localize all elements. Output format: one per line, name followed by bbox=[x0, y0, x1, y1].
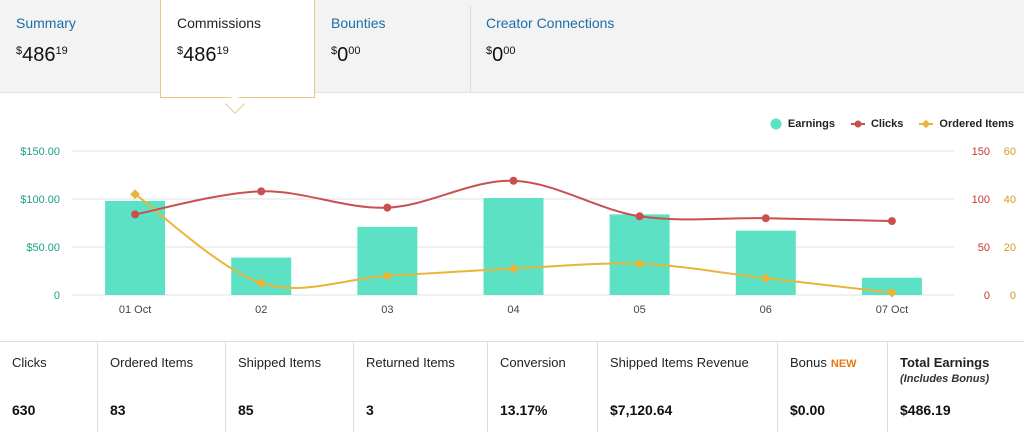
earnings-bar bbox=[483, 198, 544, 295]
legend-clicks[interactable]: Clicks bbox=[850, 118, 904, 130]
earnings-bar bbox=[357, 226, 418, 295]
tab-summary[interactable]: Summary $48619 bbox=[0, 0, 160, 93]
left-axis-tick: $50.00 bbox=[26, 242, 60, 254]
x-axis-tick: 01 Oct bbox=[119, 304, 151, 316]
metric-bonus-label-row: Bonus NEW bbox=[790, 355, 857, 370]
earnings-bar bbox=[609, 214, 670, 295]
tab-creator-connections-label: Creator Connections bbox=[486, 15, 615, 31]
clicks-point bbox=[509, 176, 518, 185]
right-axis-tick: 0 bbox=[984, 290, 990, 302]
left-axis-tick: $100.00 bbox=[20, 194, 60, 206]
right-axis-tick-ordered: 0 bbox=[1010, 290, 1016, 302]
tab-commissions-label: Commissions bbox=[177, 15, 262, 31]
left-axis-tick: 0 bbox=[54, 290, 60, 302]
metric-clicks-value: 630 bbox=[12, 402, 36, 418]
right-axis-tick-ordered: 20 bbox=[1004, 242, 1016, 254]
clicks-point bbox=[131, 210, 140, 219]
clicks-point bbox=[635, 212, 644, 221]
tab-bounties-label: Bounties bbox=[331, 15, 386, 31]
clicks-point bbox=[887, 217, 896, 226]
metric-bonus-label: Bonus bbox=[790, 355, 827, 370]
right-axis-tick: 100 bbox=[972, 194, 990, 206]
metric-total-earnings-sub: (Includes Bonus) bbox=[900, 373, 990, 385]
tab-commissions-amount: $48619 bbox=[177, 44, 229, 66]
x-axis-tick: 06 bbox=[760, 304, 772, 316]
metrics-summary: Clicks 630 Ordered Items 83 Shipped Item… bbox=[0, 341, 1024, 432]
metric-total-earnings-label-block: Total Earnings (Includes Bonus) bbox=[900, 355, 989, 385]
metric-shipped-items: Shipped Items 85 bbox=[226, 342, 354, 432]
metric-total-earnings-value: $486.19 bbox=[900, 402, 951, 418]
right-axis-tick-ordered: 40 bbox=[1004, 194, 1016, 206]
tab-commissions[interactable]: Commissions $48619 bbox=[160, 0, 315, 98]
legend-earnings-swatch bbox=[770, 118, 782, 130]
earnings-bar bbox=[735, 230, 796, 295]
tab-summary-amount: $48619 bbox=[16, 44, 68, 66]
legend-ordered-items[interactable]: Ordered Items bbox=[919, 118, 1014, 130]
metric-conversion-label: Conversion bbox=[500, 355, 566, 370]
metric-shipped-revenue: Shipped Items Revenue $7,120.64 bbox=[598, 342, 778, 432]
legend-earnings-label: Earnings bbox=[787, 118, 835, 130]
legend-ordered-swatch bbox=[919, 119, 934, 129]
metric-conversion-value: 13.17% bbox=[500, 402, 548, 418]
chart-legend: Earnings Clicks Ordered Items bbox=[770, 118, 1014, 130]
metric-bonus: Bonus NEW $0.00 bbox=[778, 342, 888, 432]
clicks-point bbox=[761, 214, 770, 223]
earnings-chart: 0 0 0 $50.00 50 20 $100.00 100 40 $150.00 150 60 01 … bbox=[20, 146, 1016, 316]
metric-ordered-items: Ordered Items 83 bbox=[98, 342, 226, 432]
ordered-items-point bbox=[130, 189, 141, 200]
metric-shipped-revenue-label: Shipped Items Revenue bbox=[610, 355, 749, 370]
clicks-point bbox=[257, 187, 266, 196]
metric-returned-items: Returned Items 3 bbox=[354, 342, 488, 432]
metric-ordered-items-label: Ordered Items bbox=[110, 355, 194, 370]
tab-creator-connections[interactable]: Creator Connections $000 bbox=[470, 0, 670, 93]
x-axis-tick: 04 bbox=[507, 304, 519, 316]
metric-returned-items-label: Returned Items bbox=[366, 355, 455, 370]
earnings-bar bbox=[231, 257, 292, 295]
metric-total-earnings: Total Earnings (Includes Bonus) $486.19 bbox=[888, 342, 1024, 432]
x-axis-tick: 07 Oct bbox=[876, 304, 908, 316]
right-axis-tick: 150 bbox=[972, 146, 990, 158]
ordered-items-point bbox=[382, 270, 393, 281]
metric-shipped-items-label: Shipped Items bbox=[238, 355, 322, 370]
ordered-items-point bbox=[886, 287, 897, 298]
ordered-items-point bbox=[760, 273, 771, 284]
metric-clicks-label: Clicks bbox=[12, 355, 47, 370]
metric-returned-items-value: 3 bbox=[366, 402, 374, 418]
metric-conversion: Conversion 13.17% bbox=[488, 342, 598, 432]
metric-clicks: Clicks 630 bbox=[0, 342, 98, 432]
legend-ordered-label: Ordered Items bbox=[939, 118, 1014, 130]
x-axis-tick: 03 bbox=[381, 304, 393, 316]
metric-bonus-value: $0.00 bbox=[790, 402, 826, 418]
metric-shipped-revenue-value: $7,120.64 bbox=[610, 402, 673, 418]
x-axis-tick: 05 bbox=[634, 304, 646, 316]
legend-clicks-swatch bbox=[850, 120, 865, 128]
tab-creator-connections-amount: $000 bbox=[486, 44, 516, 66]
metric-ordered-items-value: 83 bbox=[110, 402, 126, 418]
tab-summary-label: Summary bbox=[16, 15, 76, 31]
tab-bounties[interactable]: Bounties $000 bbox=[315, 0, 470, 93]
left-axis-tick: $150.00 bbox=[20, 146, 60, 158]
tab-bounties-amount: $000 bbox=[331, 44, 361, 66]
x-axis-tick: 02 bbox=[255, 304, 267, 316]
right-axis-tick: 50 bbox=[978, 242, 990, 254]
right-axis-tick-ordered: 60 bbox=[1004, 146, 1016, 158]
tab-divider bbox=[470, 6, 471, 93]
metric-total-earnings-label: Total Earnings bbox=[900, 355, 990, 370]
metric-shipped-items-value: 85 bbox=[238, 402, 254, 418]
new-badge: NEW bbox=[830, 358, 857, 370]
legend-clicks-label: Clicks bbox=[870, 118, 904, 130]
earnings-tab-bar: Summary $48619 Commissions $48619 Bounti… bbox=[0, 0, 1024, 98]
legend-earnings[interactable]: Earnings bbox=[770, 118, 835, 130]
ordered-items-point bbox=[634, 258, 645, 269]
clicks-point bbox=[383, 203, 392, 212]
